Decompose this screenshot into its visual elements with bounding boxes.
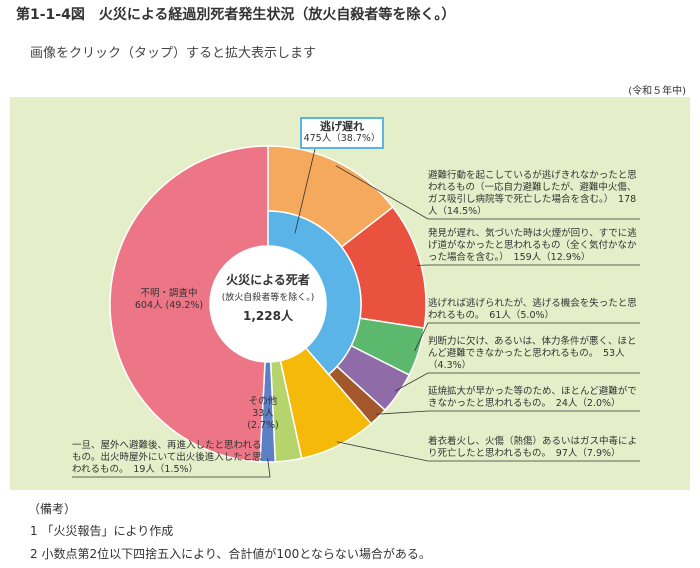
value-label: 97人（7.9%） (555, 448, 621, 459)
segment-label: その他 33人 (2.7%) (236, 396, 290, 432)
value-label: 24人（2.0%） (555, 398, 621, 409)
center-circle (210, 246, 326, 362)
center-title: 火災による死者 (226, 272, 310, 287)
leader-line (414, 322, 640, 352)
period: (令和５年中) (628, 86, 686, 97)
category-name: 発見が遅れ、気づいた時は火煙が回り、すでに逃げ道がなかったと思われるもの（全く気… (428, 228, 637, 263)
category-name: 不明・調査中 (140, 288, 198, 299)
center-total: 1,228人 (243, 308, 294, 323)
segment-label: 不明・調査中 604人 (49.2%) (132, 288, 206, 312)
title: 第1-1-4図 火災による経過別死者発生状況（放火自殺者等を除く。） (16, 7, 456, 23)
segment-label: 延焼拡大が早かった等のため、ほとんど避難ができなかったと思われるもの。 24人（… (428, 386, 640, 410)
subtitle[interactable]: 画像をクリック（タップ）すると拡大表示します (30, 46, 317, 61)
segment-label: 一旦、屋外へ避難後、再進入したと思われるもの。出火時屋外にいて出火後進入したと思… (72, 440, 270, 476)
segment-label: 避難行動を起こしているが逃げきれなかったと思われるもの（一応自力避難したが、避難… (428, 170, 640, 218)
category-name: その他 (248, 396, 278, 407)
value-label: 178人（14.5%） (428, 194, 637, 217)
category-name: 着衣着火し、火傷（熱傷）あるいはガス中毒により死亡したと思われるもの。 (428, 436, 638, 459)
value-label: 33人 (2.7%) (247, 408, 279, 431)
category-name: 判断力に欠け、あるいは、体力条件が悪く、ほとんど避難できなかったと思われるもの。 (428, 336, 637, 359)
inner-callout: 逃げ遅れ 475人（38.7%） (300, 117, 384, 149)
segment-label: 着衣着火し、火傷（熱傷）あるいはガス中毒により死亡したと思われるもの。 97人（… (428, 436, 640, 460)
leader-line (375, 410, 640, 415)
value-label: 61人（5.0%） (489, 310, 555, 321)
inner-value-label: 475人（38.7%） (303, 133, 381, 144)
value-label: 159人（12.9%） (513, 252, 591, 263)
segment-label: 判断力に欠け、あるいは、体力条件が悪く、ほとんど避難できなかったと思われるもの。… (428, 336, 640, 372)
value-label: 19人（1.5%） (133, 464, 199, 475)
category-name: 延焼拡大が早かった等のため、ほとんど避難ができなかったと思われるもの。 (428, 386, 637, 409)
center-subtitle: (放火自殺者等を除く。) (222, 291, 315, 303)
category-name: 避難行動を起こしているが逃げきれなかったと思われるもの（一応自力避難したが、避難… (428, 170, 637, 205)
category-name: 逃げれば逃げられたが、逃げる機会を失ったと思われるもの。 (428, 298, 637, 321)
segment-label: 逃げれば逃げられたが、逃げる機会を失ったと思われるもの。 61人（5.0%） (428, 298, 640, 322)
inner-name: 逃げ遅れ (320, 120, 364, 133)
value-label: 53人（4.3%） (428, 348, 625, 371)
value-label: 604人 (49.2%) (134, 300, 204, 311)
leader-line (335, 165, 640, 220)
note: 1 「火災報告」により作成 (30, 524, 174, 538)
leader-line (72, 457, 271, 478)
note: （備考） (28, 502, 77, 516)
leader-line (336, 441, 640, 462)
category-name: 一旦、屋外へ避難後、再進入したと思われるもの。出火時屋外にいて出火後進入したと思… (72, 440, 262, 475)
note: 2 小数点第2位以下四捨五入により、合計値が100とならない場合がある。 (30, 547, 431, 561)
segment-label: 発見が遅れ、気づいた時は火煙が回り、すでに逃げ道がなかったと思われるもの（全く気… (428, 228, 640, 264)
leader-line (394, 372, 640, 392)
callout-line (294, 148, 316, 234)
